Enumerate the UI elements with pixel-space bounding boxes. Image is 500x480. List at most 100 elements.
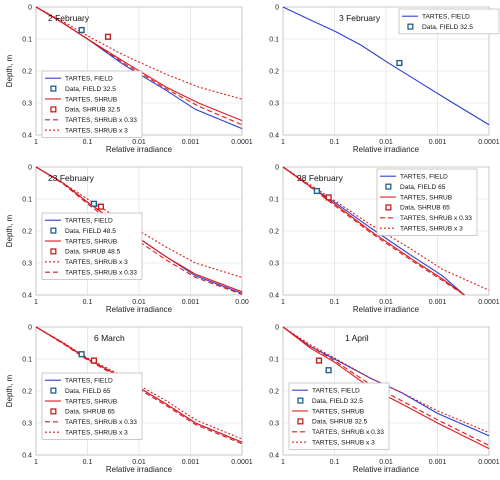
- chart-title: 23 February: [48, 173, 95, 183]
- data-marker: [97, 203, 104, 210]
- y-tick-label: 0.4: [269, 133, 279, 140]
- y-tick-label: 0.3: [269, 101, 279, 108]
- y-tick-label: 0.4: [269, 293, 279, 300]
- x-tick-label: 0.001: [429, 459, 447, 466]
- legend: TARTES, FIELD Data, FIELD 65 TARTES, SHRUB…: [376, 168, 478, 236]
- y-tick-label: 0.1: [269, 197, 279, 204]
- y-tick-label: 0: [275, 325, 279, 332]
- y-tick-label: 0.3: [22, 421, 32, 428]
- x-tick-label: 0.0001: [478, 459, 500, 466]
- x-tick-label: 1: [281, 299, 285, 306]
- chart-panel-5: 1 0.1 0.01 0.001 0.0001 0 0.1 0.2 0.3 0.4 6 March R…: [5, 325, 253, 475]
- legend-entry: Data, SHRUB 65: [65, 409, 115, 416]
- series-line-6: [282, 326, 490, 434]
- plot-frame: [35, 326, 243, 456]
- x-axis-label: Relative irradiance: [353, 145, 420, 154]
- plot-frame: [35, 166, 243, 296]
- legend-entry: TARTES, SHRUB x 3: [65, 259, 128, 266]
- y-tick-label: 0.3: [269, 421, 279, 428]
- x-tick-label: 1: [34, 139, 38, 146]
- x-tick-label: 0.01: [132, 139, 146, 146]
- x-tick-label: 0.1: [83, 139, 93, 146]
- x-tick-label: 0.1: [330, 299, 340, 306]
- legend-box: [288, 382, 390, 450]
- legend-marker: [407, 23, 414, 30]
- series-line-3: [35, 6, 243, 122]
- legend-entry: Data, SHRUB 32.5: [65, 107, 121, 114]
- x-tick-label: 0.001: [182, 299, 200, 306]
- legend-box: [398, 8, 500, 35]
- y-tick-label: 0: [28, 325, 32, 332]
- legend-entry: Data, FIELD 32.5: [65, 86, 116, 93]
- y-tick-label: 0.2: [22, 229, 32, 236]
- y-axis-label: Depth, m: [5, 214, 14, 247]
- chart-panel-6: 1 0.1 0.01 0.001 0.0001 0 0.1 0.2 0.3 0.4 1 April R…: [269, 325, 500, 475]
- x-tick-label: 0.001: [182, 139, 200, 146]
- legend-entry: TARTES, SHRUB: [312, 408, 365, 415]
- data-marker: [90, 357, 98, 364]
- data-marker: [325, 194, 332, 201]
- legend-entry: Data, FIELD 48.5: [65, 228, 116, 235]
- y-tick-label: 0.3: [22, 261, 32, 268]
- legend-entry: Data, FIELD 65: [400, 184, 446, 191]
- y-tick-label: 0.2: [269, 389, 279, 396]
- x-tick-label: 0.001: [429, 139, 447, 146]
- legend-entry: Data, SHRUB 32.5: [312, 419, 368, 426]
- series-line-6: [35, 6, 243, 100]
- legend-entry: TARTES, FIELD: [400, 174, 448, 181]
- legend-entry: TARTES, SHRUB x 0.33: [400, 215, 472, 222]
- y-tick-label: 0.3: [269, 261, 279, 268]
- plot-frame: [282, 6, 490, 136]
- legend: TARTES, FIELD Data, FIELD 32.5 TARTES, SHR…: [41, 70, 143, 138]
- legend-entry: TARTES, FIELD: [422, 14, 470, 21]
- y-tick-label: 0: [28, 5, 32, 12]
- plot-frame: [282, 166, 490, 296]
- data-marker: [313, 187, 320, 195]
- x-axis-label: Relative irradiance: [106, 465, 173, 474]
- legend-marker: [297, 397, 304, 404]
- x-tick-label: 0.0001: [478, 299, 500, 306]
- x-tick-label: 0.1: [330, 139, 340, 146]
- legend-box: [41, 70, 143, 138]
- x-tick-label: 0.01: [379, 459, 393, 466]
- x-tick-label: 0.1: [83, 299, 93, 306]
- x-tick-label: 0.001: [182, 459, 200, 466]
- legend-marker: [50, 85, 57, 92]
- legend-entry: TARTES, FIELD: [65, 218, 113, 225]
- y-tick-label: 0.2: [22, 389, 32, 396]
- y-tick-label: 0.1: [269, 37, 279, 44]
- y-tick-label: 0.3: [22, 101, 32, 108]
- legend-entry: TARTES, SHRUB x 0.33: [312, 429, 384, 436]
- series-line-5: [35, 326, 243, 445]
- chart-title: 6 March: [94, 333, 125, 343]
- legend-marker: [50, 106, 57, 113]
- legend-marker: [385, 183, 392, 190]
- x-axis-label: Relative irradiance: [106, 145, 173, 154]
- x-tick-label: 0.01: [132, 459, 146, 466]
- legend-marker: [385, 204, 392, 211]
- legend: TARTES, FIELD Data, FIELD 65 TARTES, SHRUB…: [41, 372, 143, 440]
- series-line-6: [282, 166, 490, 291]
- legend-box: [41, 372, 143, 440]
- legend-box: [41, 212, 143, 280]
- x-tick-label: 0.0001: [231, 139, 253, 146]
- legend-entry: Data, FIELD 65: [65, 388, 111, 395]
- legend-entry: TARTES, SHRUB x 0.33: [65, 270, 137, 277]
- x-tick-label: 1: [34, 299, 38, 306]
- legend-entry: TARTES, SHRUB x 3: [312, 440, 375, 447]
- x-tick-label: 0.0001: [478, 139, 500, 146]
- y-tick-label: 0: [28, 165, 32, 172]
- legend-entry: TARTES, FIELD: [65, 378, 113, 385]
- x-tick-label: 0.01: [379, 299, 393, 306]
- legend-entry: Data, SHRUB 65: [400, 205, 450, 212]
- legend-entry: TARTES, SHRUB: [65, 398, 118, 405]
- legend-marker: [50, 408, 57, 415]
- chart-panel-3: 1 0.1 0.01 0.001 0.00 0 0.1 0.2 0.3 0.4 23 Februar…: [5, 165, 249, 315]
- x-axis-label: Relative irradiance: [353, 465, 420, 474]
- data-marker: [315, 357, 323, 364]
- legend-entry: TARTES, SHRUB x 0.33: [65, 117, 137, 124]
- legend-entry: TARTES, FIELD: [312, 388, 360, 395]
- y-tick-label: 0.2: [269, 229, 279, 236]
- legend-entry: TARTES, SHRUB: [65, 96, 118, 103]
